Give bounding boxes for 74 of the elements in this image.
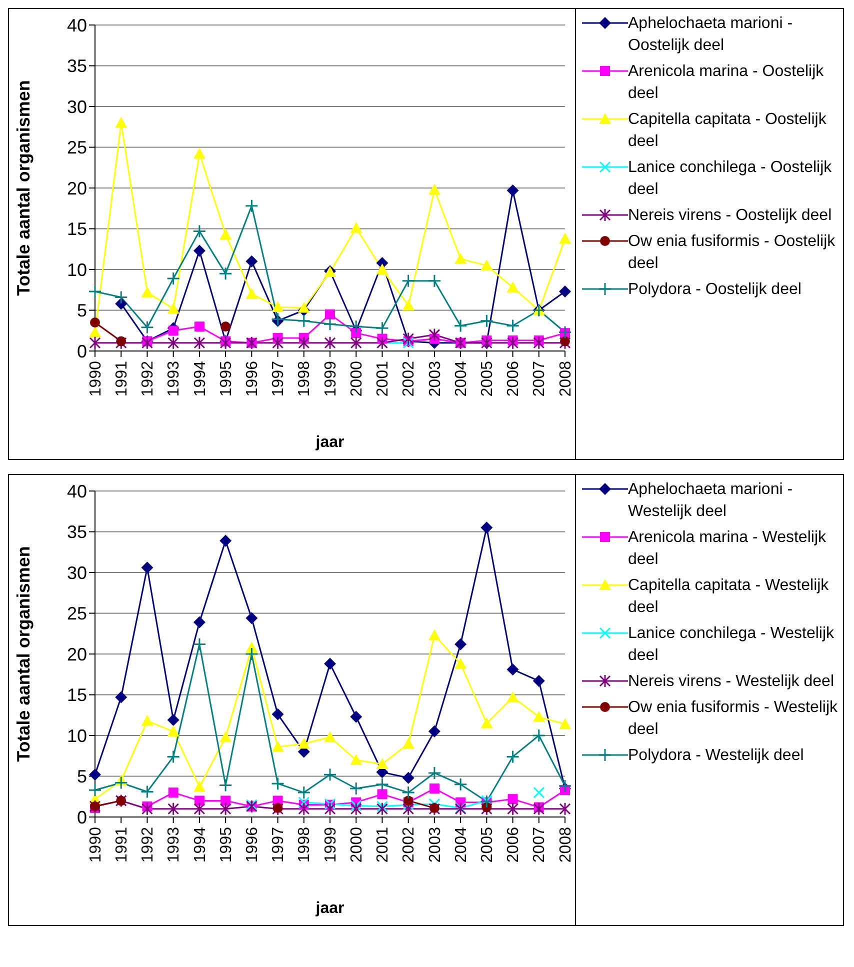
x-tick-label: 2001 <box>374 360 392 397</box>
x-tick-label: 1997 <box>270 826 288 863</box>
x-tick-label: 1998 <box>296 360 314 397</box>
legend-label: Nereis virens - Westelijk deel <box>628 672 834 692</box>
x-tick-label: 1999 <box>322 360 340 397</box>
x-tick-label: 1992 <box>140 360 157 397</box>
x-tick-label: 1996 <box>244 826 262 863</box>
x-tick-label: 1994 <box>192 360 209 397</box>
legend-label: Lanice conchilega - Westelijk deel <box>628 624 836 666</box>
y-tick-label: 10 <box>66 726 87 746</box>
x-tick-label: 2003 <box>426 826 444 863</box>
y-tick-label: 20 <box>66 178 87 198</box>
x-tick-label: 1990 <box>87 826 104 863</box>
x-tick-label: 1995 <box>218 360 235 397</box>
x-tick-label: 2003 <box>426 360 444 397</box>
legend-label: Ow enia fusiformis - Oostelijk deel <box>628 232 836 274</box>
y-tick-label: 35 <box>66 56 87 76</box>
y-tick-label: 40 <box>66 481 87 502</box>
legend-label: Aphelochaeta marioni - Westelijk deel <box>628 480 794 522</box>
x-tick-label: 1991 <box>113 360 130 397</box>
x-axis-title: jaar <box>314 900 344 917</box>
legend-label: Nereis virens - Oostelijk deel <box>628 206 832 226</box>
x-tick-label: 2007 <box>531 826 548 863</box>
y-tick-label: 25 <box>66 604 87 624</box>
x-tick-label: 2001 <box>374 826 392 863</box>
y-tick-label: 25 <box>66 138 87 158</box>
x-tick-label: 1991 <box>113 826 130 863</box>
legend-label: Polydora - Oostelijk deel <box>628 280 802 300</box>
legend-label: Arenicola marina - Oostelijk deel <box>628 62 825 104</box>
y-tick-label: 20 <box>66 644 87 664</box>
x-tick-label: 2000 <box>348 826 366 863</box>
legend-label: Aphelochaeta marioni - Oostelijk deel <box>628 14 794 56</box>
legend-label: Capitella capitata - Westelijk deel <box>628 576 830 618</box>
x-tick-label: 1996 <box>244 360 262 397</box>
x-tick-label: 2005 <box>479 826 496 863</box>
y-tick-label: 40 <box>66 15 87 36</box>
x-tick-label: 1998 <box>296 826 314 863</box>
x-tick-label: 1990 <box>87 360 104 397</box>
x-tick-label: 2005 <box>479 360 496 397</box>
x-tick-label: 2004 <box>452 826 470 863</box>
legend-label: Arenicola marina - Westelijk deel <box>628 528 827 570</box>
x-tick-label: 1992 <box>140 826 157 863</box>
y-axis-title: Totale aantal organismen <box>13 80 34 296</box>
x-tick-label: 1999 <box>322 826 340 863</box>
x-tick-label: 2008 <box>557 360 574 397</box>
x-tick-label: 1995 <box>218 826 235 863</box>
y-tick-label: 5 <box>76 300 87 321</box>
x-tick-label: 1997 <box>270 360 288 397</box>
y-tick-label: 0 <box>76 807 87 828</box>
x-tick-label: 2000 <box>348 360 366 397</box>
x-tick-label: 2007 <box>531 360 548 397</box>
x-tick-label: 1993 <box>166 360 183 397</box>
legend-label: Lanice conchilega - Oostelijk deel <box>628 158 833 200</box>
x-tick-label: 2004 <box>452 360 470 397</box>
legend-label: Polydora - Westelijk deel <box>628 746 804 766</box>
y-axis-title: Totale aantal organismen <box>13 546 34 762</box>
legend-label: Ow enia fusiformis - Westelijk deel <box>628 698 839 740</box>
x-axis-title: jaar <box>314 434 344 451</box>
x-tick-label: 2002 <box>400 360 418 397</box>
y-tick-label: 30 <box>66 562 87 583</box>
y-tick-label: 10 <box>66 260 87 280</box>
x-tick-label: 2002 <box>400 826 418 863</box>
y-tick-label: 5 <box>76 766 87 787</box>
x-tick-label: 1994 <box>192 826 209 863</box>
x-tick-label: 2008 <box>557 826 574 863</box>
y-tick-label: 0 <box>76 341 87 362</box>
y-tick-label: 15 <box>66 685 87 706</box>
y-tick-label: 15 <box>66 219 87 240</box>
x-tick-label: 2006 <box>505 826 522 863</box>
x-tick-label: 2006 <box>505 360 522 397</box>
legend-label: Capitella capitata - Oostelijk deel <box>628 110 828 152</box>
y-tick-label: 30 <box>66 96 87 117</box>
y-tick-label: 35 <box>66 522 87 542</box>
x-tick-label: 1993 <box>166 826 183 863</box>
